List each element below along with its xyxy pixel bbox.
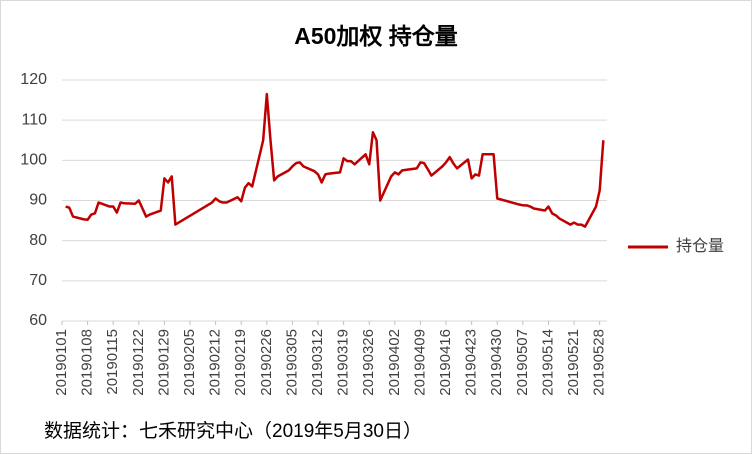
x-tick-label: 20190521 (565, 329, 582, 396)
x-tick-label: 20190514 (539, 329, 556, 396)
chart-title: A50加权 持仓量 (294, 23, 458, 49)
x-tick-label: 20190212 (207, 329, 224, 396)
x-tick-label: 20190101 (53, 329, 70, 396)
x-tick-label: 20190122 (130, 329, 147, 396)
y-tick-label: 90 (29, 192, 47, 209)
x-tick-label: 20190423 (463, 329, 480, 396)
data-line (65, 92, 605, 228)
y-tick-label: 60 (29, 312, 47, 329)
y-tick-label: 110 (21, 111, 47, 128)
y-tick-label: 100 (20, 152, 47, 169)
x-tick-label: 20190528 (591, 329, 608, 396)
x-tick-label: 20190115 (104, 329, 121, 395)
y-tick-label: 120 (20, 71, 47, 88)
y-tick-label: 70 (29, 272, 47, 289)
x-tick-label: 20190305 (283, 329, 300, 396)
x-tick-label: 20190416 (437, 329, 454, 396)
x-tick-label: 20190319 (335, 329, 352, 396)
x-tick-label: 20190507 (514, 329, 531, 396)
x-tick-label: 20190402 (386, 329, 403, 396)
x-tick-label: 20190219 (232, 329, 249, 396)
x-tick-label: 20190430 (488, 329, 505, 396)
x-tick-label: 20190409 (411, 329, 428, 396)
x-tick-label: 20190108 (79, 329, 96, 396)
x-tick-label: 20190129 (155, 329, 172, 396)
y-tick-label: 80 (29, 232, 47, 249)
x-tick-label: 20190226 (258, 329, 275, 396)
legend-label: 持仓量 (676, 237, 724, 255)
x-tick-label: 20190312 (309, 329, 326, 396)
x-tick-label: 20190205 (181, 329, 198, 396)
x-tick-label: 20190326 (360, 329, 377, 396)
source-note: 数据统计：七禾研究中心（2019年5月30日） (44, 420, 422, 442)
